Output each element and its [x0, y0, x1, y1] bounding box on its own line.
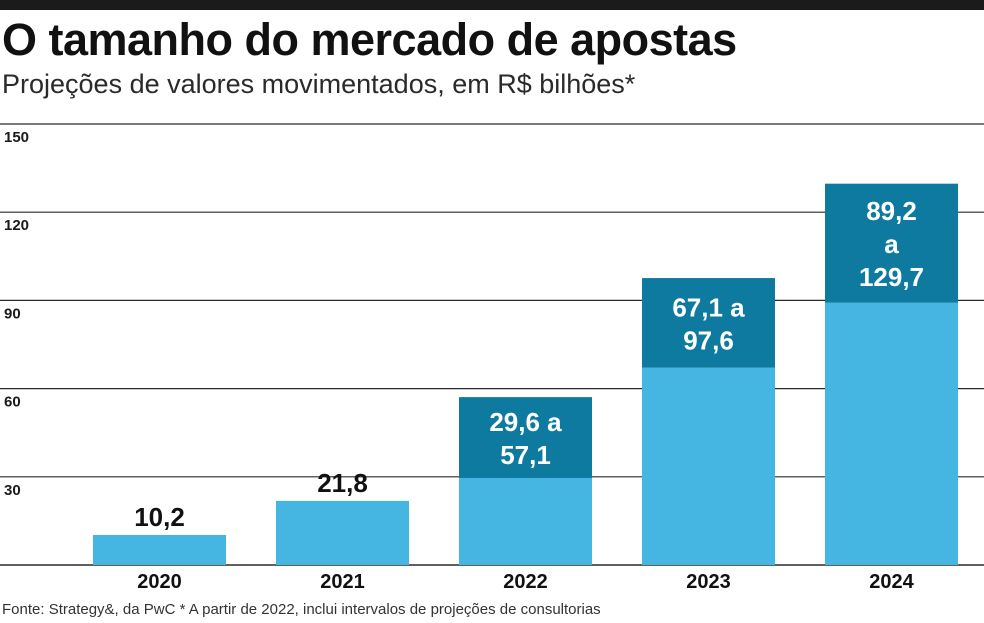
x-tick-label: 2020	[137, 571, 182, 593]
y-tick-label: 60	[4, 394, 21, 411]
y-tick-label: 30	[4, 482, 21, 499]
x-tick-label: 2022	[503, 571, 548, 593]
top-rule	[0, 0, 984, 10]
chart-subtitle: Projeções de valores movimentados, em R$…	[2, 69, 636, 99]
bar-chart: 30 60 90 120 150 10,2 2020 21,8 2021 29,6 a57,1 20…	[0, 123, 984, 593]
data-label: 89,2	[866, 196, 917, 226]
bar-2023-base	[642, 367, 775, 565]
x-tick-label: 2024	[869, 571, 914, 593]
x-tick-label: 2021	[320, 571, 365, 593]
data-label: 67,1 a	[672, 292, 745, 322]
data-label: a	[884, 229, 899, 259]
y-tick-label: 90	[4, 305, 21, 322]
data-label: 97,6	[683, 325, 734, 355]
bar-2022-base	[459, 477, 592, 565]
data-label: 10,2	[134, 502, 185, 532]
chart-title: O tamanho do mercado de apostas	[2, 14, 737, 65]
bar-2023-range	[642, 278, 775, 368]
source-note: Fonte: Strategy&, da PwC * A partir de 2…	[2, 601, 601, 618]
y-tick-label: 120	[4, 217, 29, 234]
x-tick-label: 2023	[686, 571, 731, 593]
bar-2020-base	[93, 535, 226, 565]
data-label: 57,1	[500, 440, 551, 470]
data-label: 29,6 a	[489, 407, 562, 437]
y-tick-label: 150	[4, 129, 29, 146]
data-label: 129,7	[859, 262, 924, 292]
bar-2024-range	[825, 183, 958, 303]
bar-2022-range	[459, 397, 592, 478]
bar-2024-base	[825, 302, 958, 565]
data-label: 21,8	[317, 468, 368, 498]
bar-2021-base	[276, 500, 409, 565]
